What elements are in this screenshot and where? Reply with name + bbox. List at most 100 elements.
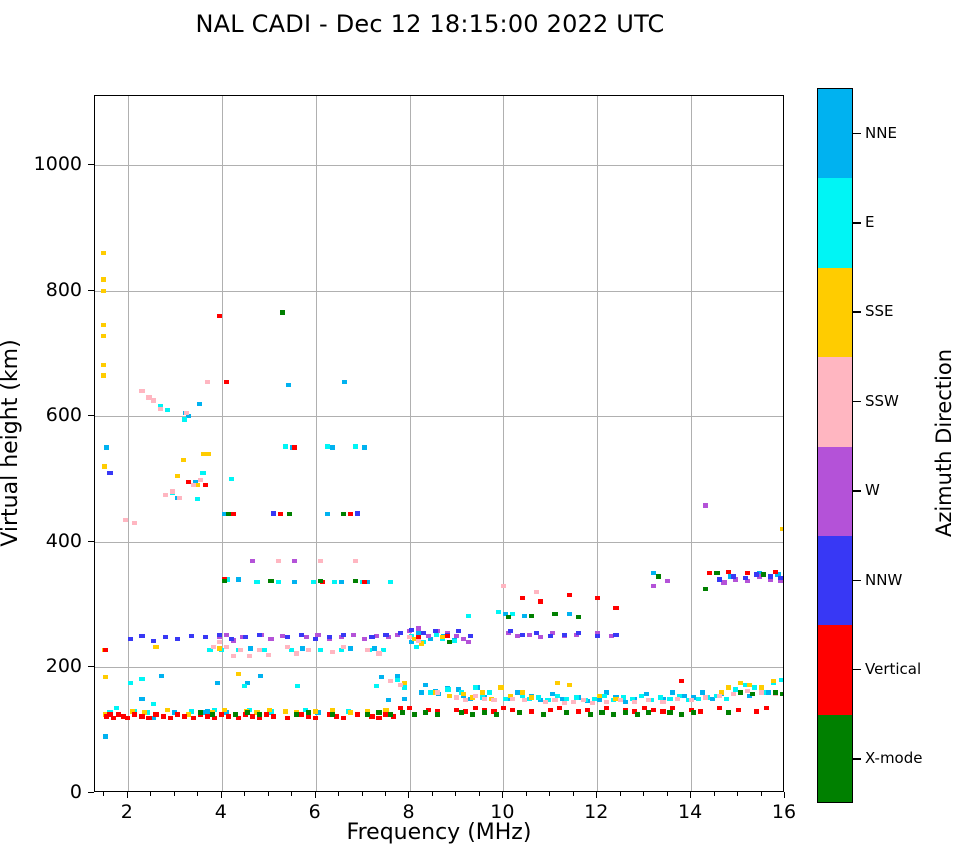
data-point-ssw	[491, 697, 497, 703]
colorbar-tick	[853, 668, 861, 671]
data-point-x-mode	[294, 712, 300, 717]
x-minor-tick	[385, 792, 387, 796]
data-point-nne	[690, 695, 697, 700]
data-point-nne	[700, 690, 706, 695]
data-point-ssw	[132, 520, 138, 526]
data-point-w	[249, 558, 255, 563]
data-point-sse	[726, 685, 732, 690]
data-point-sse	[221, 707, 227, 713]
x-tick-label: 2	[120, 801, 133, 823]
data-point-x-mode	[399, 710, 406, 715]
data-point-nnw	[107, 470, 113, 475]
data-point-e	[658, 695, 664, 700]
data-point-x-mode	[376, 710, 382, 715]
data-point-vertical	[226, 714, 232, 719]
data-point-ssw	[482, 696, 488, 701]
data-point-vertical	[613, 605, 619, 610]
data-point-e	[317, 647, 323, 652]
data-point-e	[228, 476, 234, 482]
data-point-x-mode	[209, 712, 215, 717]
data-point-nne	[423, 682, 429, 688]
data-point-e	[465, 613, 471, 619]
data-point-vertical	[160, 714, 166, 719]
data-point-w	[268, 637, 274, 642]
colorbar-band-w	[818, 446, 852, 537]
data-point-e	[395, 677, 401, 683]
data-point-vertical	[256, 715, 262, 720]
data-point-sse	[446, 693, 452, 698]
data-point-e	[352, 444, 359, 449]
colorbar-tick	[853, 758, 861, 760]
data-point-vertical	[679, 679, 685, 684]
data-point-e	[113, 706, 119, 711]
data-point-ssw	[256, 647, 262, 652]
data-point-ssw	[284, 645, 291, 650]
data-point-e	[445, 687, 451, 692]
gridline-y	[95, 667, 783, 669]
data-point-x-mode	[221, 578, 227, 583]
data-point-vertical	[341, 715, 347, 720]
data-point-e	[402, 685, 408, 690]
data-point-vertical	[146, 715, 152, 720]
data-point-w	[350, 632, 356, 637]
data-point-vertical	[763, 706, 769, 711]
data-point-ssw	[216, 640, 222, 645]
data-point-ssw	[435, 690, 441, 695]
data-point-vertical	[472, 706, 478, 711]
data-point-nnw	[575, 630, 582, 636]
data-point-x-mode	[737, 690, 743, 695]
data-point-vertical	[575, 709, 582, 714]
data-point-w	[744, 578, 751, 583]
data-point-e	[324, 444, 330, 449]
data-point-ssw	[500, 583, 506, 588]
data-point-ssw	[275, 558, 281, 563]
colorbar-tick	[853, 132, 861, 135]
data-point-nne	[409, 640, 415, 645]
gridline-x	[691, 96, 693, 791]
data-point-ssw	[317, 558, 323, 563]
data-point-x-mode	[540, 712, 546, 717]
data-point-e	[151, 701, 157, 706]
data-point-w	[338, 635, 344, 640]
colorbar	[817, 88, 853, 803]
data-point-ssw	[376, 651, 382, 656]
data-point-nnw	[355, 511, 361, 516]
data-point-ssw	[210, 645, 216, 650]
colorbar-title: Azimuth Direction	[932, 348, 956, 538]
x-minor-tick	[244, 792, 246, 796]
data-point-vertical	[212, 715, 218, 720]
data-point-sse	[597, 693, 603, 698]
data-point-sse	[101, 464, 107, 469]
data-point-nne	[159, 674, 165, 679]
data-point-x-mode	[714, 571, 720, 576]
data-point-nnw	[202, 635, 208, 640]
data-point-x-mode	[458, 710, 464, 715]
data-point-x-mode	[435, 712, 441, 717]
data-point-vertical	[284, 715, 291, 720]
data-point-e	[254, 579, 260, 585]
data-point-nne	[559, 696, 565, 701]
data-point-nnw	[768, 574, 774, 579]
data-point-x-mode	[575, 615, 582, 620]
data-point-ssw	[580, 697, 586, 703]
colorbar-band-sse	[818, 267, 852, 358]
data-point-x-mode	[667, 710, 673, 715]
data-point-nnw	[547, 633, 553, 639]
data-point-vertical	[139, 714, 145, 719]
colorbar-label-nnw: NNW	[865, 570, 903, 589]
data-point-vertical	[697, 709, 704, 714]
data-point-e	[200, 470, 206, 475]
data-point-vertical	[167, 715, 173, 720]
data-point-x-mode	[306, 710, 312, 715]
data-point-nne	[151, 715, 157, 720]
data-point-nne	[324, 512, 330, 517]
data-point-e	[503, 696, 509, 701]
data-point-e	[519, 693, 525, 698]
data-point-x-mode	[256, 712, 262, 717]
data-point-x-mode	[528, 613, 535, 619]
data-point-w	[733, 577, 739, 582]
colorbar-label-sse: SSE	[865, 302, 894, 321]
data-point-x-mode	[364, 712, 370, 717]
x-minor-tick	[361, 792, 363, 796]
data-point-e	[188, 709, 194, 714]
